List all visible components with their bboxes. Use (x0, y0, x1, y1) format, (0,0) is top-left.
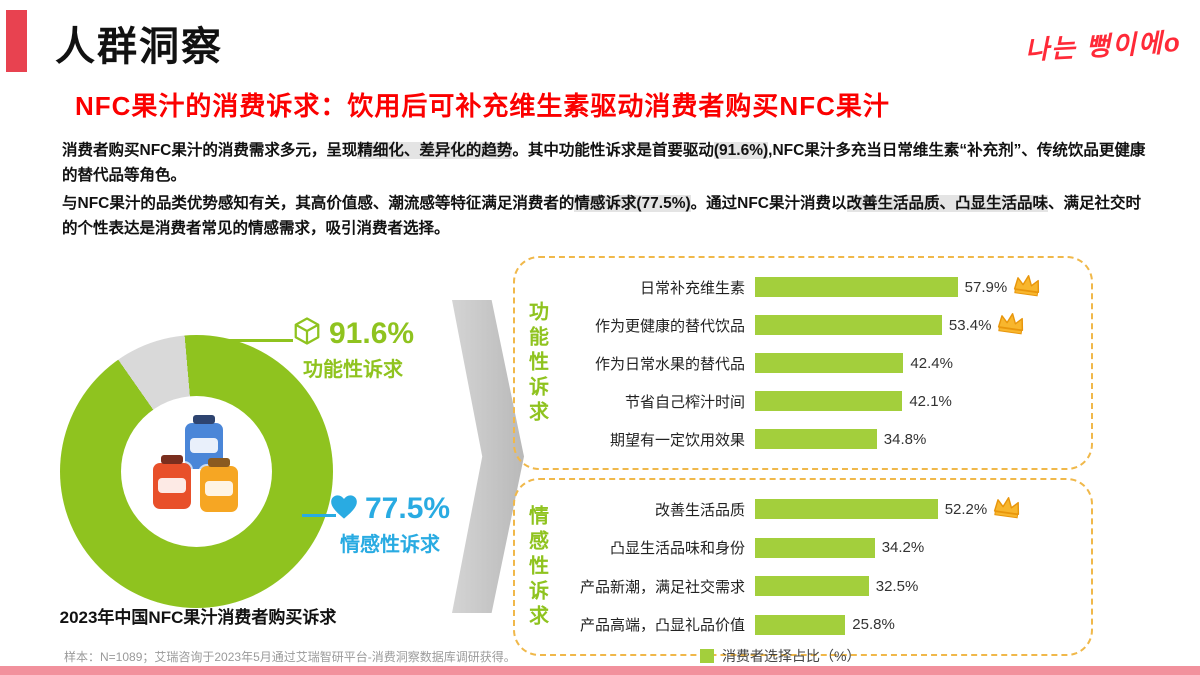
footer-bar (0, 666, 1200, 675)
intro-text-segment: (91.6%) (713, 142, 769, 159)
intro-text-segment: 精细化、差异化的趋势 (357, 142, 513, 159)
legend-swatch (700, 649, 714, 663)
bar-category-label: 产品新潮，满足社交需求 (579, 578, 745, 596)
intro-text-segment: 与NFC果汁的品类优势感知有关，其高价值感、潮流感等特征满足消费者的 (62, 195, 575, 213)
bar (755, 614, 846, 635)
bar (755, 499, 938, 520)
bar-value-label: 52.2% (944, 500, 988, 518)
juice-cup-icon (153, 455, 191, 509)
handwritten-note: 나는 뻥이에o (1024, 26, 1183, 66)
callout-emotional: 77.5% 情感性诉求 (330, 492, 450, 557)
intro-text-segment: 、满足社交时的个性表达是消费者常见的情感需求，吸引消费者选择。 (62, 195, 1142, 238)
callout-line-emotional (302, 514, 336, 517)
bar-row: 节省自己榨汁时间 42.1% (559, 384, 1087, 418)
functional-percent: 91.6% (329, 316, 415, 350)
bar-category-label: 产品高端，凸显礼品价值 (579, 617, 745, 635)
bar-rows-emotional: 改善生活品质 52.2% 凸显生活品味和身份 34.2% 产品新潮，满足社交需求 32.5… (559, 480, 1091, 654)
bar-category-label: 作为更健康的替代饮品 (594, 317, 745, 335)
sample-footnote: 样本：N=1089；艾瑞咨询于2023年5月通过艾瑞智研平台-消费洞察数据库调研… (64, 650, 516, 664)
intro-para-1: 消费者购买NFC果汁的消费需求多元，呈现精细化、差异化的趋势。其中功能性诉求是首… (62, 138, 1154, 188)
callout-functional: 91.6% 功能性诉求 (292, 316, 414, 382)
page-title: 人群洞察 (55, 25, 223, 69)
bar-value-label: 42.4% (910, 354, 953, 372)
bar-value-label: 53.4% (948, 316, 992, 334)
bar-category-label: 日常补充维生素 (639, 279, 745, 297)
bar (755, 391, 903, 411)
cube-icon (292, 316, 322, 351)
accent-red-block (6, 10, 27, 72)
bar-group-functional: 功能性诉求 日常补充维生素 57.9% 作为更健康的替代饮品 53.4% 作为日常水果的… (513, 256, 1093, 470)
bar-row: 产品高端，凸显礼品价值 25.8% (559, 608, 1087, 642)
bar-value-label: 25.8% (852, 616, 895, 634)
bar-row: 期望有一定饮用效果 34.8% (559, 422, 1087, 456)
emotional-percent: 77.5% (365, 492, 451, 525)
group-label-emotional: 情感性诉求 (525, 504, 548, 630)
intro-text-segment: 情感诉求(77.5%) (574, 195, 691, 213)
bar-category-label: 凸显生活品味和身份 (609, 540, 745, 558)
crown-icon (991, 492, 1024, 520)
intro-text-segment: 改善生活品质、凸显生活品味 (846, 195, 1049, 213)
bar-row: 作为日常水果的替代品 42.4% (559, 346, 1087, 380)
bar-row: 改善生活品质 52.2% (559, 492, 1087, 526)
intro-text-segment: 消费者购买NFC果汁的消费需求多元，呈现 (62, 142, 358, 159)
bar (755, 429, 877, 449)
bar-row: 产品新潮，满足社交需求 32.5% (559, 569, 1087, 603)
chart-legend: 消费者选择占比（%） (700, 646, 860, 666)
bar-value-label: 32.5% (875, 577, 919, 595)
juice-cup-icon (200, 458, 238, 512)
bar (755, 576, 869, 597)
intro-text-segment: 。其中功能性诉求是首要驱动 (512, 142, 714, 159)
functional-label: 功能性诉求 (303, 359, 404, 381)
crown-icon (1011, 270, 1044, 298)
slide-subtitle: NFC果汁的消费诉求：饮用后可补充维生素驱动消费者购买NFC果汁 (75, 91, 890, 121)
bar-category-label: 改善生活品质 (654, 501, 745, 519)
intro-para-2: 与NFC果汁的品类优势感知有关，其高价值感、潮流感等特征满足消费者的情感诉求(7… (62, 191, 1154, 241)
legend-label: 消费者选择占比（%） (722, 648, 861, 664)
bar-row: 作为更健康的替代饮品 53.4% (559, 308, 1087, 342)
intro-text-segment: ,NFC果汁多充当日常维生素“补充剂”、传统饮品更健康的替代品等角色。 (62, 142, 1146, 185)
intro-text-segment: 。通过NFC果汁消费以 (690, 195, 847, 213)
bar-row: 日常补充维生素 57.9% (559, 270, 1087, 304)
heart-icon (330, 494, 358, 525)
bar (755, 353, 904, 373)
crown-icon (995, 308, 1028, 336)
bar-rows-functional: 日常补充维生素 57.9% 作为更健康的替代饮品 53.4% 作为日常水果的替代品 42.… (559, 258, 1091, 468)
intro-text: 消费者购买NFC果汁的消费需求多元，呈现精细化、差异化的趋势。其中功能性诉求是首… (62, 138, 1154, 244)
bar-value-label: 34.8% (883, 430, 927, 448)
bar-value-label: 42.1% (909, 392, 952, 410)
bar (755, 315, 942, 335)
bar-row: 凸显生活品味和身份 34.2% (559, 531, 1087, 565)
bar (755, 537, 875, 558)
bar-category-label: 期望有一定饮用效果 (609, 431, 745, 449)
bar-category-label: 节省自己榨汁时间 (624, 393, 745, 411)
callout-line-functional (225, 339, 293, 342)
emotional-label: 情感性诉求 (340, 534, 441, 556)
bar (755, 277, 958, 297)
donut-caption: 2023年中国NFC果汁消费者购买诉求 (59, 608, 337, 627)
group-label-functional: 功能性诉求 (525, 300, 548, 426)
bar-value-label: 57.9% (964, 278, 1008, 296)
bar-value-label: 34.2% (881, 539, 925, 557)
bar-category-label: 作为日常水果的替代品 (594, 355, 745, 373)
donut-chart (60, 335, 333, 608)
bar-group-emotional: 情感性诉求 改善生活品质 52.2% 凸显生活品味和身份 34.2% 产品新潮，满足社交… (513, 478, 1093, 656)
